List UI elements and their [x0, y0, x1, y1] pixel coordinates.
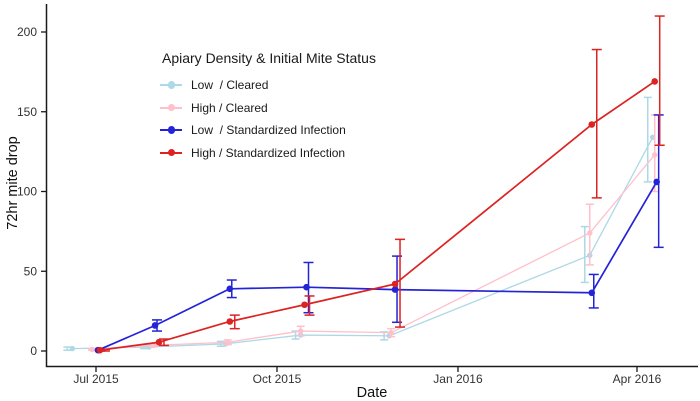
errorbar-high-standardized-infection — [654, 15, 665, 146]
legend-marker-low-standardized-infection — [160, 125, 182, 136]
data-point-high-standardized-infection — [588, 121, 596, 128]
data-point-low-standardized-infection — [151, 322, 159, 329]
legend-marker-high-standardized-infection — [160, 147, 182, 158]
x-tick-label: Jul 2015 — [73, 372, 119, 386]
data-point-high-standardized-infection — [651, 78, 659, 85]
legend-dot-icon — [167, 126, 175, 134]
legend-items: Low / Cleared High / Cleared Low / Standar… — [160, 74, 376, 164]
data-point-low-standardized-infection — [226, 285, 234, 293]
legend-item-high-cleared: High / Cleared — [160, 97, 376, 120]
data-point-low-standardized-infection — [391, 286, 399, 293]
legend-item-high-standardized-infection: High / Standardized Infection — [160, 142, 376, 165]
y-tick-label: 0 — [30, 344, 37, 358]
data-point-low-cleared — [69, 345, 76, 352]
x-tick-label: Apr 2016 — [613, 372, 662, 386]
legend-dot-icon — [167, 103, 175, 112]
data-point-high-standardized-infection — [226, 318, 234, 325]
legend-dot-icon — [167, 148, 175, 157]
series-line-low-standardized-infection — [97, 181, 658, 351]
series-line-high-cleared — [92, 154, 656, 351]
legend-label-low-standardized-infection: Low / Standardized Infection — [191, 123, 346, 138]
legend-item-low-standardized-infection: Low / Standardized Infection — [160, 119, 376, 142]
y-axis-title: 72hr mite drop — [5, 136, 21, 230]
data-point-high-cleared — [89, 346, 95, 353]
series-high-standardized-infection — [96, 15, 665, 354]
data-point-low-standardized-infection — [303, 283, 310, 291]
data-point-high-cleared — [297, 328, 304, 334]
legend-label-high-standardized-infection: High / Standardized Infection — [191, 145, 346, 160]
errorbar-high-standardized-infection — [395, 238, 406, 328]
errorbar-high-standardized-infection — [591, 48, 602, 199]
legend-title: Apiary Density & Initial Mite Status — [162, 50, 376, 66]
data-point-low-standardized-infection — [588, 289, 596, 297]
legend-label-low-cleared: Low / Cleared — [191, 78, 269, 93]
legend-item-low-cleared: Low / Cleared — [160, 74, 376, 97]
x-axis-title: Date — [357, 385, 388, 401]
data-point-high-standardized-infection — [391, 280, 399, 288]
data-point-high-standardized-infection — [301, 301, 308, 309]
legend-label-high-cleared: High / Cleared — [191, 100, 268, 115]
legend-dot-icon — [167, 81, 175, 89]
data-point-low-standardized-infection — [653, 178, 660, 186]
data-point-high-cleared — [652, 152, 658, 158]
legend: Apiary Density & Initial Mite Status Low… — [160, 50, 376, 164]
y-tick-label: 100 — [17, 185, 37, 199]
x-tick-label: Oct 2015 — [253, 372, 302, 386]
data-point-high-standardized-infection — [155, 338, 163, 346]
data-point-high-standardized-infection — [96, 346, 104, 354]
data-point-high-cleared — [225, 339, 231, 345]
y-tick-label: 50 — [24, 264, 38, 278]
legend-marker-high-cleared — [160, 102, 182, 113]
series-line-low-cleared — [72, 136, 654, 350]
errorbar-low-cleared — [63, 346, 72, 351]
axes-layer: 0 50 100 150 200 Jul 2015 Oct 2015 Jan 2016 Apr … — [17, 4, 698, 386]
data-point-high-cleared — [388, 329, 394, 336]
series-layer — [63, 15, 665, 354]
x-tick-label: Jan 2016 — [433, 372, 483, 386]
y-tick-label: 150 — [17, 105, 37, 119]
y-tick-label: 200 — [17, 25, 37, 39]
errorbar-low-cleared — [643, 96, 652, 183]
series-low-standardized-infection — [94, 114, 664, 354]
axis-lines — [45, 4, 698, 368]
errorbar-high-standardized-infection — [229, 314, 240, 330]
legend-marker-low-cleared — [160, 80, 182, 91]
data-point-high-cleared — [587, 230, 593, 236]
data-point-high-cleared — [150, 342, 156, 349]
errorbar-high-standardized-infection — [304, 295, 315, 316]
